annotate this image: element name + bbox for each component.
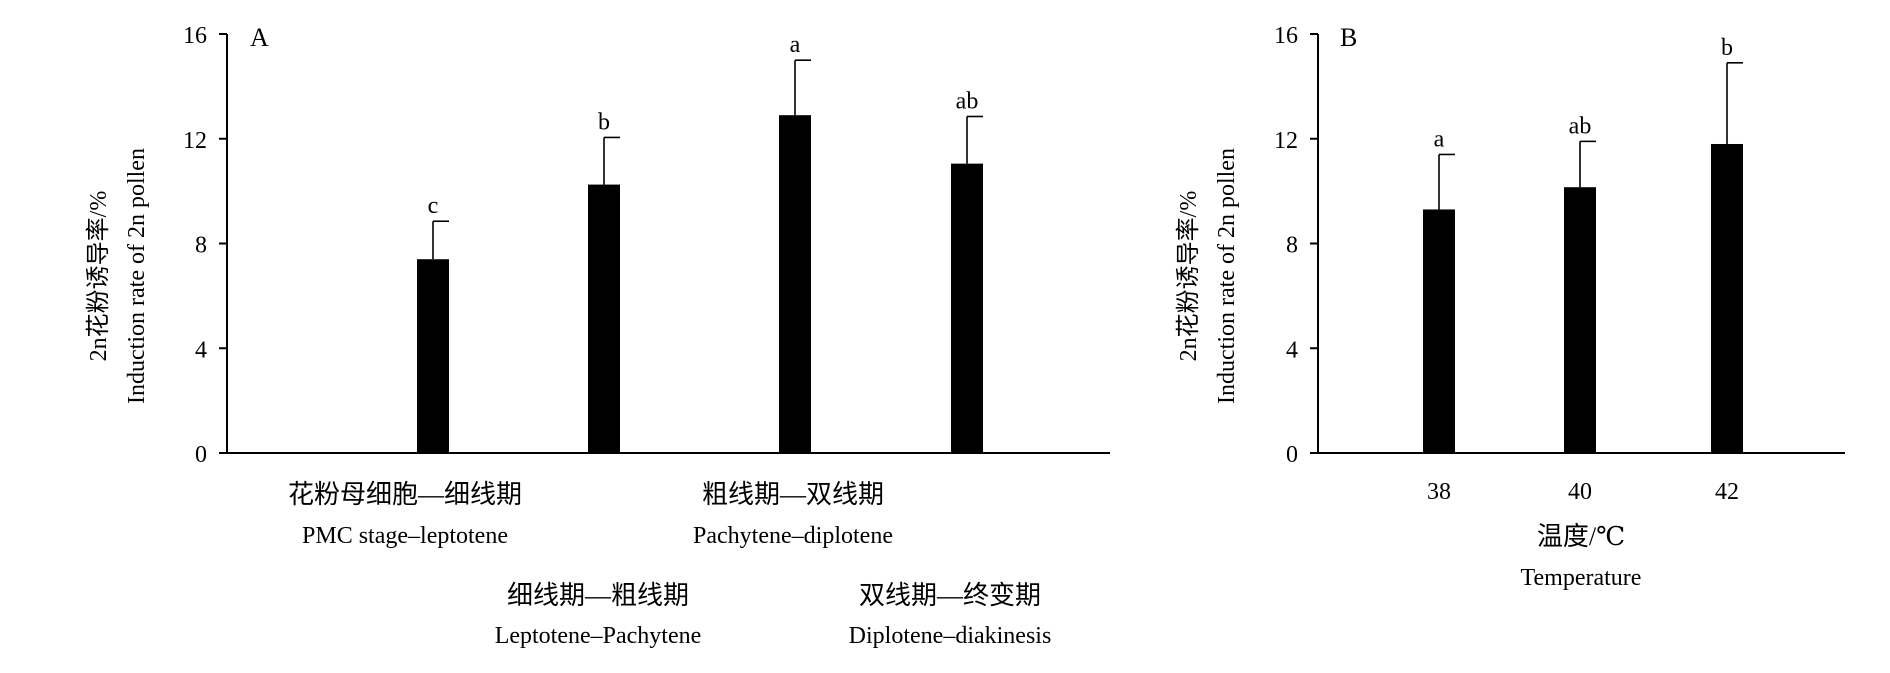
- significance-label-b-1: a: [1434, 126, 1445, 152]
- y-tick-label-a-0: 0: [195, 442, 207, 468]
- x-category-label-en-3: Pachytene–diplotene: [693, 523, 893, 549]
- panel-label-b: B: [1340, 23, 1357, 52]
- x-tick-label-b-3: 42: [1715, 479, 1739, 505]
- x-axis-label-en-b: Temperature: [1521, 565, 1642, 591]
- significance-label-b-3: b: [1721, 35, 1733, 61]
- bar-b-1: [1423, 209, 1455, 453]
- y-tick-label-b-1: 4: [1286, 337, 1298, 363]
- y-tick-label-a-1: 4: [195, 337, 207, 363]
- y-tick-label-b-4: 16: [1274, 23, 1298, 49]
- panel-label-a: A: [250, 23, 269, 52]
- y-tick-label-b-2: 8: [1286, 233, 1298, 259]
- y-tick-label-a-4: 16: [183, 23, 207, 49]
- x-axis-label-cn-b: 温度/℃: [1537, 522, 1625, 551]
- chart-panel-b: B 2n花粉诱导率/% Induction rate of 2n pollen …: [1175, 23, 1845, 591]
- y-axis-label-cn-b: 2n花粉诱导率/%: [1175, 191, 1202, 362]
- significance-label-a-4: ab: [956, 88, 979, 114]
- chart-panel-a: A 2n花粉诱导率/% Induction rate of 2n pollen …: [85, 23, 1110, 649]
- x-category-label-en-2: Leptotene–Pachytene: [495, 623, 702, 649]
- x-category-label-en-1: PMC stage–leptotene: [302, 523, 508, 549]
- x-tick-label-b-2: 40: [1568, 479, 1592, 505]
- significance-label-a-2: b: [598, 109, 610, 135]
- significance-label-a-1: c: [428, 193, 439, 219]
- x-category-label-cn-4: 双线期—终变期: [859, 581, 1041, 610]
- x-category-label-cn-1: 花粉母细胞—细线期: [288, 480, 522, 509]
- x-category-label-cn-3: 粗线期—双线期: [702, 480, 884, 509]
- y-axis-label-en-b: Induction rate of 2n pollen: [1214, 148, 1240, 404]
- x-tick-label-b-1: 38: [1427, 479, 1451, 505]
- significance-label-a-3: a: [790, 32, 801, 58]
- bar-a-3: [779, 115, 811, 454]
- bar-b-2: [1564, 187, 1596, 453]
- y-tick-label-a-3: 12: [183, 128, 207, 154]
- y-tick-label-a-2: 8: [195, 233, 207, 259]
- x-category-label-cn-2: 细线期—粗线期: [507, 581, 689, 610]
- significance-label-b-2: ab: [1569, 113, 1592, 139]
- bar-a-1: [417, 259, 449, 453]
- y-axis-label-cn-a: 2n花粉诱导率/%: [85, 191, 112, 362]
- bar-b-3: [1711, 143, 1743, 454]
- y-tick-label-b-3: 12: [1274, 128, 1298, 154]
- x-category-label-en-4: Diplotene–diakinesis: [849, 623, 1052, 649]
- y-axis-label-en-a: Induction rate of 2n pollen: [124, 148, 150, 404]
- bar-a-2: [588, 184, 620, 453]
- bar-a-4: [951, 163, 983, 454]
- y-tick-label-b-0: 0: [1286, 442, 1298, 468]
